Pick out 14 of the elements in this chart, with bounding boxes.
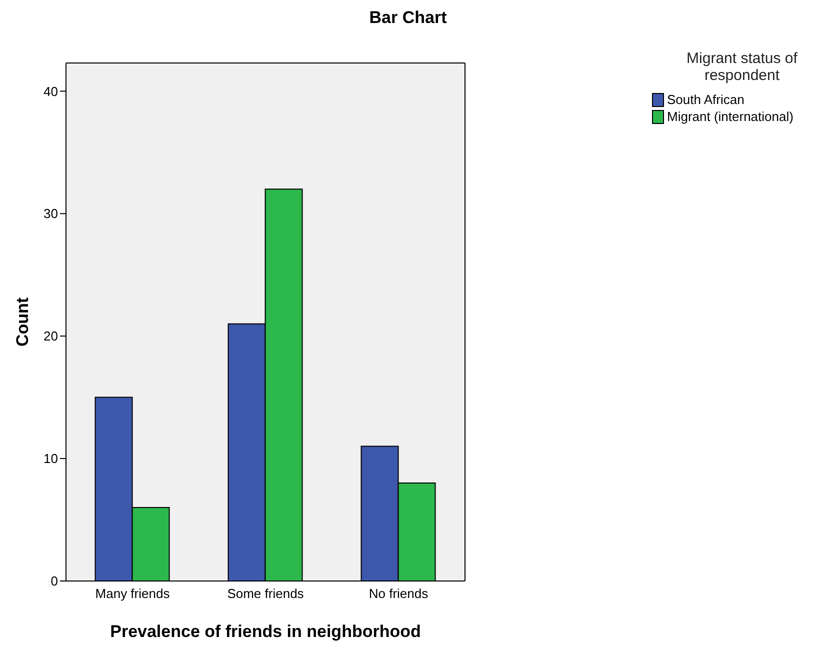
chart-title: Bar Chart bbox=[368, 8, 448, 28]
legend-label: South African bbox=[667, 92, 744, 107]
y-tick-label: 20 bbox=[44, 328, 58, 344]
y-axis-title: Count bbox=[13, 297, 32, 347]
y-tick-label: 0 bbox=[50, 574, 58, 589]
y-tick-label: 10 bbox=[44, 451, 58, 466]
y-tick-label: 40 bbox=[44, 84, 58, 99]
x-tick-label: Many friends bbox=[95, 586, 170, 602]
legend-title: Migrant status of respondent bbox=[686, 50, 798, 84]
x-axis-title: Prevalence of friends in neighborhood bbox=[110, 622, 421, 641]
x-tick-label: Some friends bbox=[227, 586, 304, 602]
legend-label: Migrant (international) bbox=[667, 109, 794, 124]
x-tick-label: No friends bbox=[368, 586, 429, 602]
y-tick-label: 30 bbox=[44, 206, 58, 222]
